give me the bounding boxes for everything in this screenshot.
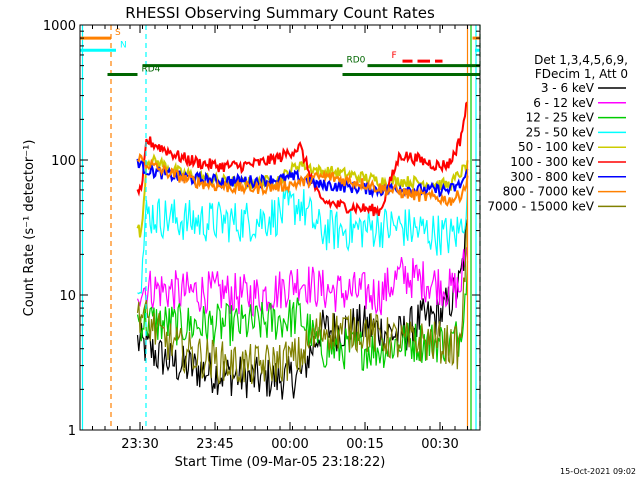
y-tick-label-0: 1 (68, 424, 76, 439)
y-tick-label-1: 10 (59, 289, 76, 304)
series-line-5 (136, 101, 469, 217)
flag-label-4: RD4 (142, 64, 161, 74)
series-line-1 (136, 247, 469, 317)
x-tick-label-1: 23:45 (196, 437, 233, 452)
y-tick-label-2: 100 (51, 154, 76, 169)
series-layer (136, 101, 469, 400)
legend-label-7: 800 - 7000 keV (503, 185, 595, 199)
legend-label-2: 12 - 25 keV (526, 111, 595, 125)
series-line-8 (136, 221, 469, 385)
chart-title: RHESSI Observing Summary Count Rates (125, 4, 435, 22)
generation-timestamp: 15-Oct-2021 09:02 (560, 467, 636, 476)
x-tick-label-2: 00:00 (271, 437, 308, 452)
flag-label-3: RD0 (347, 56, 366, 66)
legend-label-1: 6 - 12 keV (533, 96, 595, 110)
series-line-2 (136, 261, 469, 372)
legend-header-0: Det 1,3,4,5,6,9, (534, 53, 628, 67)
legend-label-8: 7000 - 15000 keV (487, 199, 594, 213)
y-axis-label: Count Rate (s⁻¹ detector⁻¹) (22, 140, 37, 317)
x-tick-label-3: 00:15 (346, 437, 383, 452)
legend-label-3: 25 - 50 keV (526, 125, 595, 139)
flag-bars-layer: SN F RD0 RD4 (80, 28, 480, 76)
legend-label-5: 100 - 300 keV (510, 155, 594, 169)
axes-layer: 1 10 100 1000 23:30 23:45 00:00 00:15 00:30 (43, 19, 481, 452)
legend-label-0: 3 - 6 keV (541, 81, 595, 95)
legend-label-6: 300 - 800 keV (510, 170, 594, 184)
y-tick-label-3: 1000 (43, 19, 76, 34)
series-line-7 (136, 152, 469, 207)
legend: Det 1,3,4,5,6,9,FDecim 1, Att 03 - 6 keV… (487, 53, 628, 213)
legend-header-1: FDecim 1, Att 0 (535, 67, 628, 81)
flag-label-0: S (115, 28, 121, 38)
legend-label-4: 50 - 100 keV (518, 140, 595, 154)
flag-label-2: F (392, 51, 397, 61)
x-tick-label-0: 23:30 (121, 437, 158, 452)
x-tick-label-4: 00:30 (421, 437, 458, 452)
x-axis-label: Start Time (09-Mar-05 23:18:22) (175, 455, 386, 470)
flag-label-1: N (120, 40, 127, 50)
series-line-3 (137, 186, 469, 295)
